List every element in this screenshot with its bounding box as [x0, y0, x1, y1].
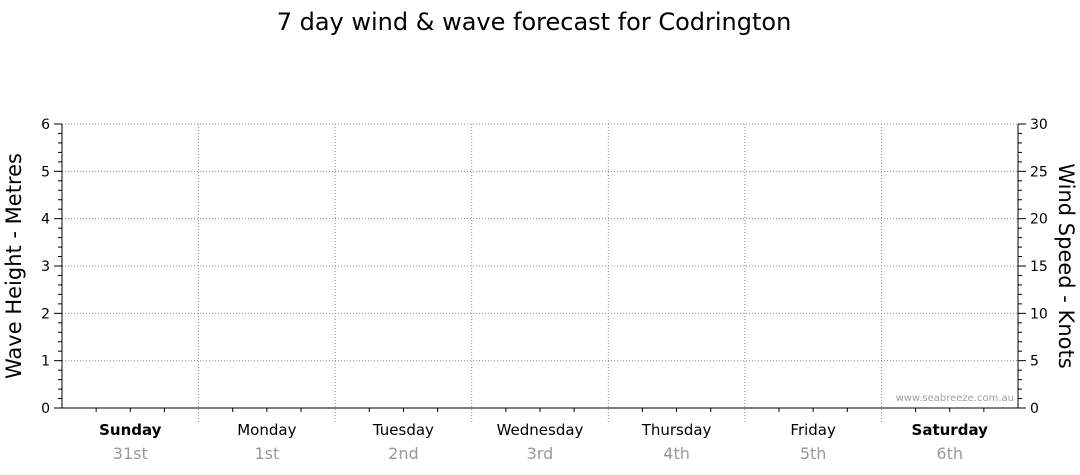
left-tick-label: 3 — [41, 259, 50, 275]
chart-title: 7 day wind & wave forecast for Codringto… — [277, 8, 792, 36]
date-label: 5th — [800, 444, 827, 463]
left-tick-label: 6 — [41, 117, 50, 133]
right-tick-label: 30 — [1030, 117, 1048, 133]
grid-layer — [62, 123, 1018, 422]
left-tick-label: 4 — [41, 212, 50, 228]
date-label: 3rd — [527, 444, 554, 463]
axes-layer — [54, 123, 1026, 412]
watermark-credit: www.seabreeze.com.au — [896, 393, 1014, 404]
day-label: Monday — [237, 421, 296, 439]
date-label: 6th — [936, 444, 963, 463]
right-tick-label: 5 — [1030, 354, 1039, 370]
date-label: 31st — [113, 444, 148, 463]
day-label: Tuesday — [372, 421, 434, 439]
date-label: 2nd — [388, 444, 418, 463]
right-tick-label: 25 — [1030, 164, 1048, 180]
date-label: 1st — [254, 444, 279, 463]
right-axis-title: Wind Speed - Knots — [1054, 163, 1078, 368]
day-label: Thursday — [641, 421, 712, 439]
right-tick-label: 10 — [1030, 306, 1048, 322]
labels-layer: 0 1 2 3 4 5 6 0 5 10 15 20 25 30 Sunday 31st Monday 1st Tu… — [41, 117, 1048, 463]
day-label: Saturday — [912, 421, 989, 439]
left-tick-label: 2 — [41, 306, 50, 322]
right-tick-label: 0 — [1030, 401, 1039, 417]
left-tick-label: 1 — [41, 354, 50, 370]
left-axis-title: Wave Height - Metres — [2, 153, 26, 379]
date-label: 4th — [663, 444, 690, 463]
left-tick-label: 5 — [41, 164, 50, 180]
right-tick-label: 20 — [1030, 212, 1048, 228]
right-tick-label: 15 — [1030, 259, 1048, 275]
day-label: Friday — [790, 421, 836, 439]
left-tick-label: 0 — [41, 401, 50, 417]
day-label: Wednesday — [497, 421, 584, 439]
day-label: Sunday — [99, 421, 162, 439]
